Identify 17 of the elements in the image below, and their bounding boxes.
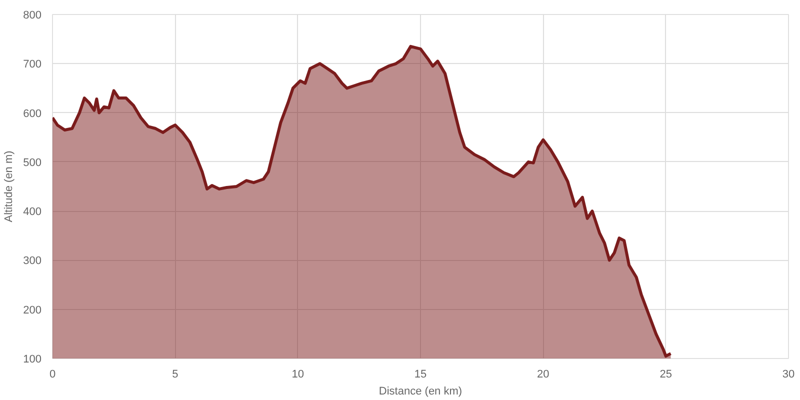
y-axis-title: Altitude (en m) xyxy=(3,150,16,222)
x-axis-title: Distance (en km) xyxy=(378,386,462,398)
x-tick-label: 10 xyxy=(292,368,304,380)
y-tick-label: 300 xyxy=(23,255,42,268)
x-tick-label: 30 xyxy=(782,368,795,380)
y-tick-label: 100 xyxy=(23,354,42,366)
x-tick-label: 5 xyxy=(172,368,178,380)
x-tick-label: 20 xyxy=(537,368,550,380)
x-tick-label: 15 xyxy=(414,368,427,380)
y-tick-label: 700 xyxy=(23,58,42,71)
y-tick-label: 800 xyxy=(23,10,42,22)
y-tick-label: 400 xyxy=(23,206,42,218)
x-tick-label: 25 xyxy=(660,368,672,380)
y-tick-label: 200 xyxy=(23,304,42,316)
y-tick-label: 600 xyxy=(23,108,42,120)
x-tick-label: 0 xyxy=(49,368,56,380)
y-tick-label: 500 xyxy=(23,156,42,169)
